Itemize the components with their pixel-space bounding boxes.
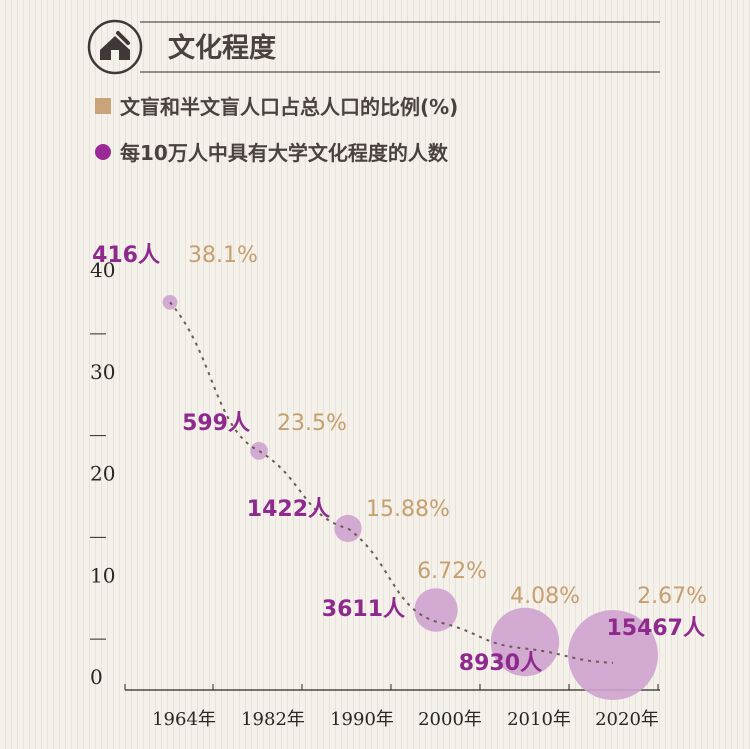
people-label: 3611人 <box>322 597 405 622</box>
x-tick-label: 2010年 <box>507 709 571 730</box>
x-tick-label: 1990年 <box>330 709 394 730</box>
bubble-1982年 <box>250 442 268 460</box>
y-tick-label: 20 <box>90 462 115 486</box>
percent-label: 2.67% <box>637 584 707 609</box>
page-title: 文化程度 <box>168 32 276 64</box>
header: 文化程度 <box>87 19 660 75</box>
bubble-2020年 <box>568 610 658 700</box>
people-label: 8930人 <box>459 651 542 676</box>
y-tick-label: 10 <box>90 563 115 587</box>
bubble-layer <box>162 294 658 700</box>
percent-label: 23.5% <box>277 411 347 436</box>
x-tick-label: 2000年 <box>418 709 482 730</box>
y-tick-label: 0 <box>90 665 103 689</box>
legend-label-people: 每10万人中具有大学文化程度的人数 <box>120 141 449 165</box>
legend-marker-people <box>95 144 111 160</box>
people-label: 1422人 <box>247 497 330 522</box>
y-tick-label: 40 <box>90 258 115 282</box>
axes: 1964年 1982年 1990年 2000年 2010年 2020年 40 30 20 10 0 <box>90 258 660 730</box>
percent-label: 6.72% <box>417 559 487 584</box>
bubble-1964年 <box>162 294 178 310</box>
legend-label-percent: 文盲和半文盲人口占总人口的比例(%) <box>120 95 458 119</box>
bubble-1990年 <box>334 514 362 543</box>
label-layer: 416人 599人 1422人 3611人 8930人 15467人 38.1% 23.5% 1… <box>92 243 707 676</box>
bubble-2010年 <box>490 607 560 677</box>
legend-marker-percent <box>95 98 111 114</box>
y-tick-label: 30 <box>90 360 115 384</box>
x-tick-label: 1982年 <box>241 709 305 730</box>
percent-label: 38.1% <box>188 243 258 268</box>
x-tick-label: 2020年 <box>595 709 659 730</box>
bubble-2000年 <box>414 588 458 632</box>
house-pen-icon <box>87 19 143 75</box>
percent-label: 15.88% <box>366 497 450 522</box>
percent-label: 4.08% <box>510 584 580 609</box>
people-label: 599人 <box>182 411 250 436</box>
people-label: 15467人 <box>606 616 705 641</box>
people-label: 416人 <box>92 243 160 268</box>
legend: 文盲和半文盲人口占总人口的比例(%) 每10万人中具有大学文化程度的人数 <box>95 95 458 165</box>
x-tick-label: 1964年 <box>152 709 216 730</box>
